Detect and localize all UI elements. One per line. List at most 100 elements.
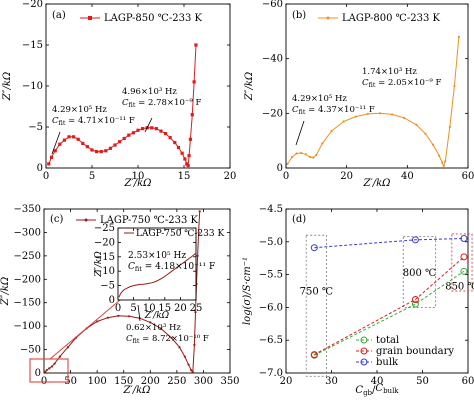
panel-a-series-point (122, 136, 126, 141)
panel-a-series-point (185, 162, 189, 166)
panel-c-inset-xtick-label: 0 (115, 303, 121, 314)
panel-c-inset-ann-freq: 2.53×10⁵ Hz (128, 251, 186, 261)
panel-d-xtick-label: 50 (416, 376, 429, 387)
panel-a-series-point (127, 133, 131, 137)
panel-d-temp-box (305, 234, 327, 377)
panel-b-series-point (286, 162, 289, 165)
panel-d-legend-0: total (376, 335, 399, 346)
panel-c-ann-freq: 0.62×10³ Hz (126, 323, 181, 333)
panel-b-axes: 0 20 40 60 0 −20 −40 −60 (262, 0, 474, 182)
panel-a-ytick-label: −5 (28, 122, 43, 133)
panel-a-series-point (168, 136, 172, 140)
panel-c-series-point (106, 316, 109, 319)
panel-d-series-0-point (411, 300, 419, 308)
panel-c-inset-xtick-label: 15 (158, 303, 171, 314)
panel-d-legend-2: bulk (376, 357, 399, 368)
panel-c-ytick-label: 0 (35, 368, 41, 379)
panel-b-series-point (342, 120, 345, 123)
panel-a-ann-left-cfit: Cfit = 4.71×10⁻¹¹ F (52, 116, 135, 127)
panel-c-xtick-label: 200 (141, 376, 160, 387)
panel-b-series-point (444, 160, 447, 163)
panel-a-series-point (62, 138, 66, 142)
panel-d-series-2-point (310, 244, 318, 252)
panel-b-ytick-label: −60 (262, 0, 283, 10)
panel-b-series-point (295, 152, 298, 155)
panel-a-series-point (154, 127, 158, 131)
panel-a-series-point (131, 131, 135, 135)
panel-b-xtick-label: 20 (340, 171, 353, 182)
panel-a-legend: LAGP-850 ℃-233 K (104, 13, 203, 24)
panel-b-ann-right-cfit: Cfit = 2.05×10⁻⁹ F (362, 78, 441, 89)
panel-a-series-point (47, 162, 51, 166)
panel-c-frame (43, 208, 231, 374)
panel-b-ytick-label: −20 (262, 108, 283, 119)
panel-a-xtick-label: 5 (89, 171, 95, 182)
panel-a-ann-right-cfit: Cfit = 2.78×10⁻⁹ F (122, 98, 201, 109)
panel-d-ytick-label: −6.5 (259, 335, 283, 346)
panel-b-series-point (432, 143, 435, 146)
panel-d-ytick-label: −6.0 (259, 302, 283, 313)
panel-c-series-point (45, 369, 48, 372)
panel-b-series-point (442, 164, 445, 167)
panel-d-tag: (d) (292, 214, 306, 225)
panel-c-inset-legend: LAGP-750 ℃-233 K (136, 229, 224, 239)
panel-d-series-1-line (314, 256, 465, 356)
panel-b-series-point (378, 112, 382, 115)
panel-a-series-point (141, 127, 145, 131)
panel-b-series-point (424, 132, 427, 135)
panel-d-xtick-label: 30 (325, 376, 338, 387)
panel-d-ytick-label: −7.0 (259, 368, 283, 379)
panel-c-ytick-label: −200 (14, 274, 41, 285)
panel-a-ytick-label: 0 (37, 163, 43, 174)
panel-b-series-point (309, 155, 312, 159)
panel-a-ytick-label: −20 (22, 0, 43, 10)
panel-a-series-point (188, 137, 193, 141)
panel-a-series-point (90, 148, 94, 152)
panel-b-series-point (354, 115, 357, 118)
panel-c-inset-ytick-label: 0 (109, 295, 115, 306)
panel-a-series-point (186, 163, 190, 168)
panel-a-series-point (113, 143, 117, 147)
panel-d-axes: 20 30 40 50 60 −7.0 −6.5 −6.0 −5.5 −5.0 −4.5 (259, 204, 474, 387)
panel-a-legend-marker (88, 16, 92, 20)
panel-a-series-point (190, 113, 194, 117)
panel-b-xtick-label: 0 (283, 171, 289, 182)
panel-b-legend-marker (326, 16, 330, 20)
panel-c-inset-xlabel: Z′/kΩ (144, 311, 170, 321)
panel-a-ytick-label: −15 (22, 40, 43, 51)
panel-c-series-point (96, 320, 99, 323)
panel-d-series-1-point (310, 351, 318, 359)
panel-d-legend-marker-1 (360, 347, 368, 355)
panel-b-ylabel: Z″/kΩ (244, 72, 255, 101)
panel-a-arrow-right (144, 117, 153, 133)
panel-b-series-point (300, 151, 303, 155)
panel-a-axes: 0 5 10 15 20 0 −5 −10 −15 −20 (22, 0, 236, 182)
panel-c-ytick-label: −150 (14, 298, 41, 309)
panel-c-series-point (194, 310, 197, 314)
panel-c-inset-xtick-label: 5 (130, 303, 136, 314)
panel-a-frame (45, 3, 231, 169)
panel-a-series-point (176, 145, 181, 150)
panel-d-temp-box (451, 233, 473, 292)
panel-b-xlabel: Z′/kΩ (363, 178, 391, 189)
panel-c-xtick-label: 100 (88, 376, 107, 387)
panel-a-series-point (85, 145, 89, 149)
panel-b-series-point (438, 154, 441, 157)
panel-d-series-1-point (411, 296, 419, 304)
panel-d-legend-marker-0 (360, 336, 368, 344)
panel-c-arrow (137, 304, 141, 322)
panel-a-series-point (118, 140, 122, 144)
panel-c-inset-series-line (118, 252, 197, 298)
panel-c-series-point (66, 346, 70, 349)
panel-a-series-point (72, 135, 76, 139)
panel-c-ytick-label: −100 (14, 321, 41, 332)
panel-c-series-point (48, 367, 51, 370)
panel-b-xtick-label: 40 (401, 171, 414, 182)
panel-c-inset-ytick-label: −5 (100, 281, 115, 292)
panel-a-xtick-label: 20 (224, 171, 237, 182)
panel-c-ylabel: Z″/kΩ (0, 277, 11, 306)
panel-c-series-point (191, 370, 194, 374)
panel-c-series-point (196, 254, 199, 257)
panel-b-series-point (315, 153, 318, 156)
panel-a-series-point (76, 137, 80, 141)
